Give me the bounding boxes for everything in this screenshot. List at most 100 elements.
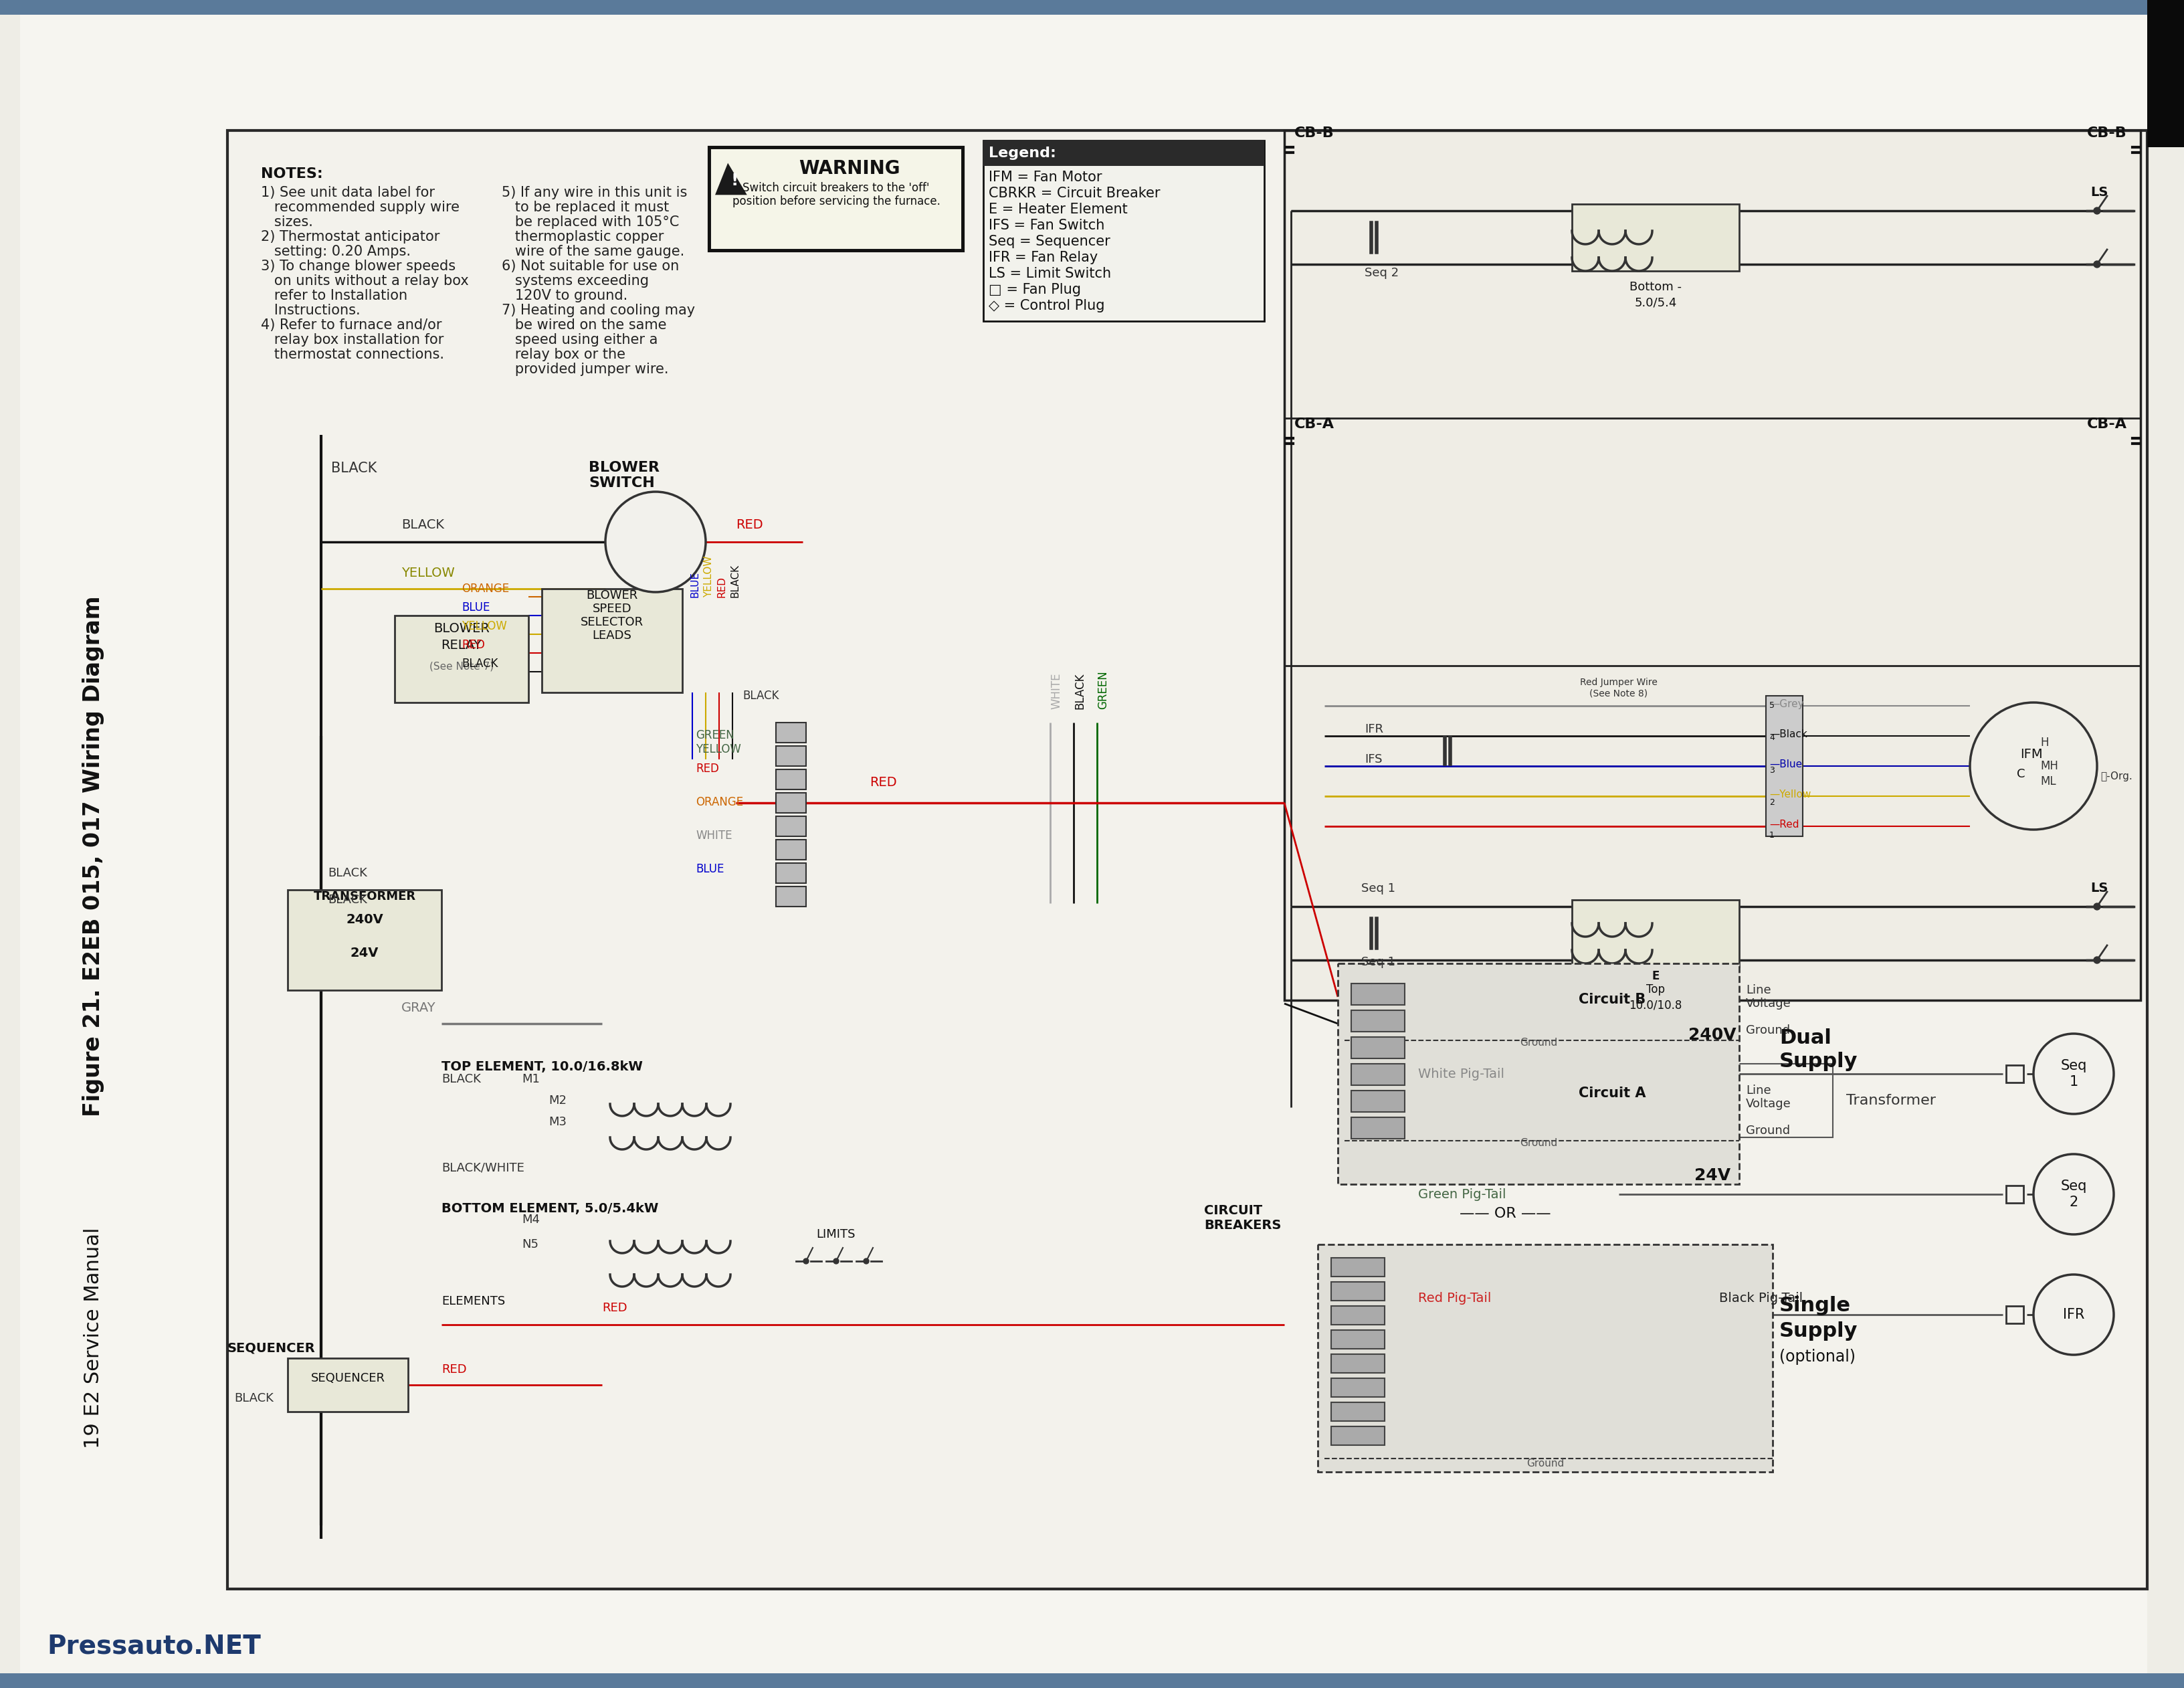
Text: SEQUENCER: SEQUENCER	[310, 1372, 384, 1384]
Bar	[0, 1673, 2184, 1688]
Bar	[1330, 1403, 1385, 1421]
Text: LS = Limit Switch: LS = Limit Switch	[989, 267, 1112, 280]
Text: Black Pig-Tail: Black Pig-Tail	[1719, 1291, 1802, 1305]
Text: IFR: IFR	[2062, 1308, 2084, 1322]
Bar	[1572, 204, 1738, 272]
Text: Instructions.: Instructions.	[260, 304, 360, 317]
Text: BLUE: BLUE	[461, 601, 489, 613]
Text: Dual: Dual	[1778, 1028, 1830, 1048]
Text: BLOWER: BLOWER	[432, 623, 489, 635]
Bar	[227, 130, 2147, 1588]
Bar	[288, 890, 441, 991]
Text: 1: 1	[1769, 830, 1773, 839]
Text: on units without a relay box: on units without a relay box	[260, 275, 470, 287]
Bar	[1599, 1063, 1832, 1138]
Text: Seq = Sequencer: Seq = Sequencer	[989, 235, 1109, 248]
Text: SWITCH: SWITCH	[587, 476, 655, 490]
Text: BLACK: BLACK	[743, 690, 780, 702]
Bar	[1350, 984, 1404, 1004]
Text: Voltage: Voltage	[1745, 1097, 1791, 1111]
Circle shape	[2092, 903, 2099, 910]
Text: IFM = Fan Motor: IFM = Fan Motor	[989, 170, 1101, 184]
Bar	[542, 589, 681, 692]
Circle shape	[2033, 1274, 2114, 1355]
Text: 1) See unit data label for: 1) See unit data label for	[260, 186, 435, 199]
Text: LS: LS	[2090, 186, 2108, 199]
Text: M2: M2	[548, 1094, 566, 1107]
Text: —Blue: —Blue	[1769, 760, 1802, 770]
Text: speed using either a: speed using either a	[502, 333, 657, 346]
Bar	[1350, 1063, 1404, 1085]
Text: BLUE: BLUE	[695, 863, 723, 874]
Text: RED: RED	[603, 1301, 627, 1313]
Bar	[775, 817, 806, 836]
Text: Green Pig-Tail: Green Pig-Tail	[1417, 1188, 1505, 1200]
Text: 3) To change blower speeds: 3) To change blower speeds	[260, 260, 456, 273]
Text: Voltage: Voltage	[1745, 998, 1791, 1009]
Text: Ground: Ground	[1745, 1124, 1789, 1136]
Text: ⓤ-Org.: ⓤ-Org.	[2099, 771, 2132, 782]
Text: BOTTOM ELEMENT, 5.0/5.4kW: BOTTOM ELEMENT, 5.0/5.4kW	[441, 1202, 657, 1215]
Text: BLOWER: BLOWER	[585, 589, 638, 601]
Text: BLACK/WHITE: BLACK/WHITE	[441, 1161, 524, 1173]
Text: relay box or the: relay box or the	[502, 348, 625, 361]
Text: ELEMENTS: ELEMENTS	[441, 1295, 505, 1307]
Bar	[0, 0, 2184, 15]
Text: CIRCUIT
BREAKERS: CIRCUIT BREAKERS	[1203, 1204, 1280, 1232]
Text: Supply: Supply	[1778, 1322, 1856, 1340]
Bar	[710, 147, 963, 252]
Text: setting: 0.20 Amps.: setting: 0.20 Amps.	[260, 245, 411, 258]
Text: BLACK: BLACK	[729, 564, 740, 598]
Bar	[1330, 1354, 1385, 1372]
Text: Red Jumper Wire
(See Note 8): Red Jumper Wire (See Note 8)	[1579, 679, 1658, 697]
Text: Line: Line	[1745, 984, 1771, 996]
Text: RED: RED	[716, 576, 727, 598]
Text: Ground: Ground	[1520, 1138, 1557, 1148]
Text: BLUE: BLUE	[690, 571, 701, 598]
Bar	[1350, 1009, 1404, 1031]
Text: Top: Top	[1647, 984, 1664, 996]
Text: CB-B: CB-B	[2086, 127, 2127, 140]
Text: BLACK: BLACK	[441, 1074, 480, 1085]
Text: M1: M1	[522, 1074, 539, 1085]
Text: 5: 5	[1769, 701, 1773, 711]
Text: Red Pig-Tail: Red Pig-Tail	[1417, 1291, 1492, 1305]
Text: be wired on the same: be wired on the same	[502, 319, 666, 333]
Text: sizes.: sizes.	[260, 216, 312, 230]
Text: Seq 1: Seq 1	[1361, 955, 1396, 969]
Text: MH: MH	[2040, 760, 2057, 771]
Text: WARNING: WARNING	[799, 159, 900, 177]
Text: IFM: IFM	[2020, 748, 2042, 760]
Bar	[1330, 1377, 1385, 1398]
Text: Ground: Ground	[1520, 1038, 1557, 1048]
Text: Seq
2: Seq 2	[2060, 1180, 2086, 1209]
Text: 4) Refer to furnace and/or: 4) Refer to furnace and/or	[260, 319, 441, 333]
Text: Pressauto.NET: Pressauto.NET	[46, 1632, 260, 1659]
Text: Line: Line	[1745, 1084, 1771, 1097]
Text: —Black: —Black	[1769, 729, 1806, 739]
Text: N5: N5	[522, 1239, 537, 1251]
Text: YELLOW: YELLOW	[461, 619, 507, 633]
Text: RED: RED	[736, 518, 762, 532]
Text: SPEED: SPEED	[592, 603, 631, 614]
Text: TOP ELEMENT, 10.0/16.8kW: TOP ELEMENT, 10.0/16.8kW	[441, 1060, 642, 1074]
Text: GRAY: GRAY	[402, 1001, 437, 1014]
Text: 24V: 24V	[349, 947, 378, 959]
Text: LS: LS	[2090, 881, 2108, 895]
Text: 120V to ground.: 120V to ground.	[502, 289, 627, 302]
Text: RED: RED	[461, 640, 485, 652]
Circle shape	[1970, 702, 2097, 829]
Text: be replaced with 105°C: be replaced with 105°C	[502, 216, 679, 230]
Text: NOTES:: NOTES:	[260, 167, 323, 181]
Bar	[1330, 1426, 1385, 1445]
Text: C: C	[2016, 768, 2025, 780]
Bar	[1337, 964, 1738, 1185]
Bar	[2147, 0, 2184, 147]
Bar	[775, 886, 806, 906]
Text: (optional): (optional)	[1778, 1349, 1854, 1366]
Text: BLOWER: BLOWER	[587, 461, 660, 474]
Bar	[983, 140, 1265, 321]
Bar	[775, 793, 806, 814]
Text: —Yellow: —Yellow	[1769, 788, 1811, 798]
Text: 24V: 24V	[1695, 1168, 1730, 1183]
